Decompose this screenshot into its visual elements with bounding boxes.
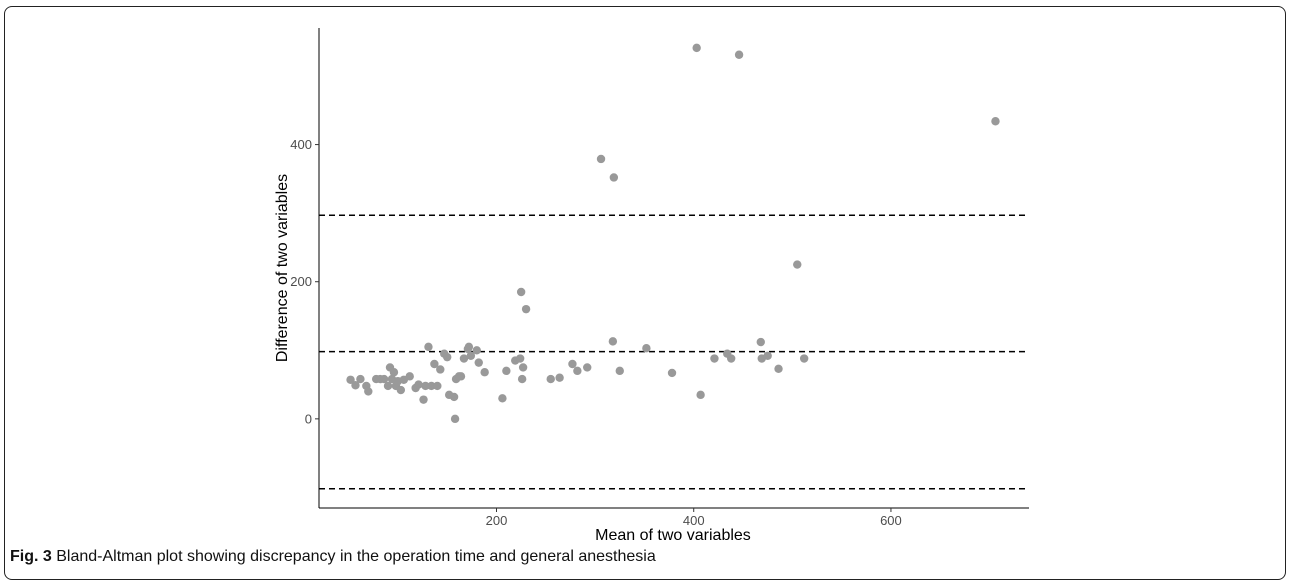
data-point-59 <box>667 368 677 378</box>
data-point-47 <box>518 363 528 372</box>
data-point-24 <box>433 381 442 391</box>
data-point-7 <box>379 374 389 384</box>
data-point-18 <box>414 380 423 389</box>
data-point-0 <box>346 375 355 384</box>
data-point-20 <box>421 381 430 391</box>
y-tick-label-200: 200 <box>290 274 312 289</box>
data-point-53 <box>583 363 592 372</box>
data-point-23 <box>430 359 439 369</box>
data-point-64 <box>726 354 736 363</box>
data-point-62 <box>710 354 719 363</box>
data-points <box>346 43 1000 424</box>
data-point-54 <box>596 154 606 164</box>
data-point-71 <box>799 354 809 363</box>
data-point-68 <box>763 351 772 360</box>
data-point-25 <box>436 365 445 374</box>
data-point-60 <box>692 43 701 53</box>
figure-caption-label: Fig. 3 <box>10 548 52 565</box>
y-tick-label-0: 0 <box>305 411 312 426</box>
data-point-16 <box>405 372 414 381</box>
figure-frame <box>4 6 1286 580</box>
data-point-41 <box>498 394 507 403</box>
data-point-34 <box>459 354 469 363</box>
axis-ticks: 200 400 600 0 200 400 <box>290 137 901 528</box>
data-point-29 <box>449 392 459 402</box>
data-point-11 <box>389 368 399 377</box>
data-point-66 <box>756 337 765 347</box>
data-point-42 <box>502 366 511 376</box>
data-point-8 <box>383 381 393 391</box>
data-point-69 <box>774 364 783 373</box>
data-point-37 <box>466 351 476 360</box>
data-point-52 <box>573 366 582 376</box>
data-point-72 <box>991 117 1000 126</box>
data-point-14 <box>396 385 406 395</box>
x-tick-label-600: 600 <box>880 513 902 528</box>
figure-caption-text: Bland-Altman plot showing discrepancy in… <box>56 548 656 565</box>
data-point-30 <box>450 414 460 424</box>
data-point-46 <box>517 374 527 384</box>
y-tick-label-400: 400 <box>290 137 312 152</box>
data-point-27 <box>442 352 452 362</box>
data-point-22 <box>427 381 436 391</box>
data-point-4 <box>364 387 373 396</box>
x-axis-title: Mean of two variables <box>595 527 751 544</box>
data-point-58 <box>642 344 651 353</box>
data-point-1 <box>351 381 360 390</box>
data-point-49 <box>546 374 555 384</box>
data-point-2 <box>356 374 365 384</box>
data-point-33 <box>456 372 466 381</box>
data-point-38 <box>472 346 481 355</box>
data-point-45 <box>516 287 526 297</box>
limit-lines <box>319 214 1029 490</box>
y-axis-title: Difference of two variables <box>274 174 291 362</box>
data-point-51 <box>568 359 577 369</box>
data-point-40 <box>480 368 489 377</box>
data-point-39 <box>474 358 483 367</box>
data-point-48 <box>521 304 531 314</box>
data-point-19 <box>419 395 428 404</box>
data-point-21 <box>424 342 433 352</box>
data-point-57 <box>615 366 624 376</box>
data-point-65 <box>734 50 744 59</box>
data-point-55 <box>608 337 618 346</box>
x-tick-label-400: 400 <box>683 513 705 528</box>
figure-caption: Fig. 3 Bland-Altman plot showing discrep… <box>10 548 656 566</box>
data-point-36 <box>464 342 474 352</box>
data-point-70 <box>793 260 802 269</box>
data-point-56 <box>609 173 619 182</box>
x-tick-label-200: 200 <box>486 513 508 528</box>
data-point-50 <box>555 373 564 382</box>
data-point-61 <box>696 390 705 400</box>
data-point-44 <box>515 354 525 363</box>
